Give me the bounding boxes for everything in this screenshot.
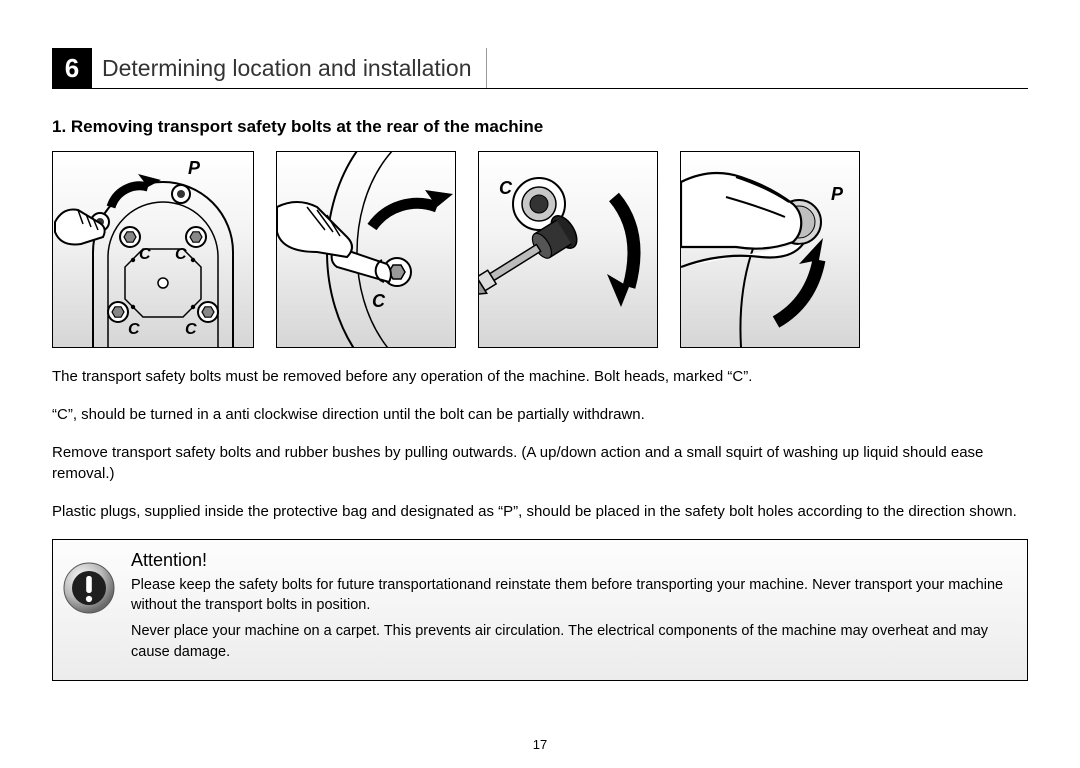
figure-row: P C C C C C [52,151,1028,348]
paragraph: The transport safety bolts must be remov… [52,366,1028,388]
subheading: 1. Removing transport safety bolts at th… [52,117,1028,137]
paragraph: Plastic plugs, supplied inside the prote… [52,501,1028,523]
label-c: C [175,246,187,263]
attention-paragraph: Never place your machine on a carpet. Th… [131,621,1015,662]
label-p: P [188,158,201,178]
attention-title: Attention! [131,550,1015,571]
attention-box: Attention! Please keep the safety bolts … [52,539,1028,681]
section-title: Determining location and installation [102,48,487,88]
figure-2: C [276,151,456,348]
label-c: C [128,321,140,338]
figure-4: P [680,151,860,348]
figure-1: P C C C C [52,151,254,348]
body-text: The transport safety bolts must be remov… [52,366,1028,523]
page-number: 17 [0,737,1080,752]
label-c: C [372,291,386,311]
attention-paragraph: Please keep the safety bolts for future … [131,575,1015,616]
label-p: P [831,184,844,204]
paragraph: “C”, should be turned in a anti clockwis… [52,404,1028,426]
section-number-badge: 6 [52,48,92,88]
label-c: C [185,321,197,338]
label-c: C [499,178,513,198]
paragraph: Remove transport safety bolts and rubber… [52,442,1028,486]
label-c: C [139,246,151,263]
attention-icon [63,562,115,614]
section-header: 6 Determining location and installation [52,48,1028,89]
figure-3: C [478,151,658,348]
